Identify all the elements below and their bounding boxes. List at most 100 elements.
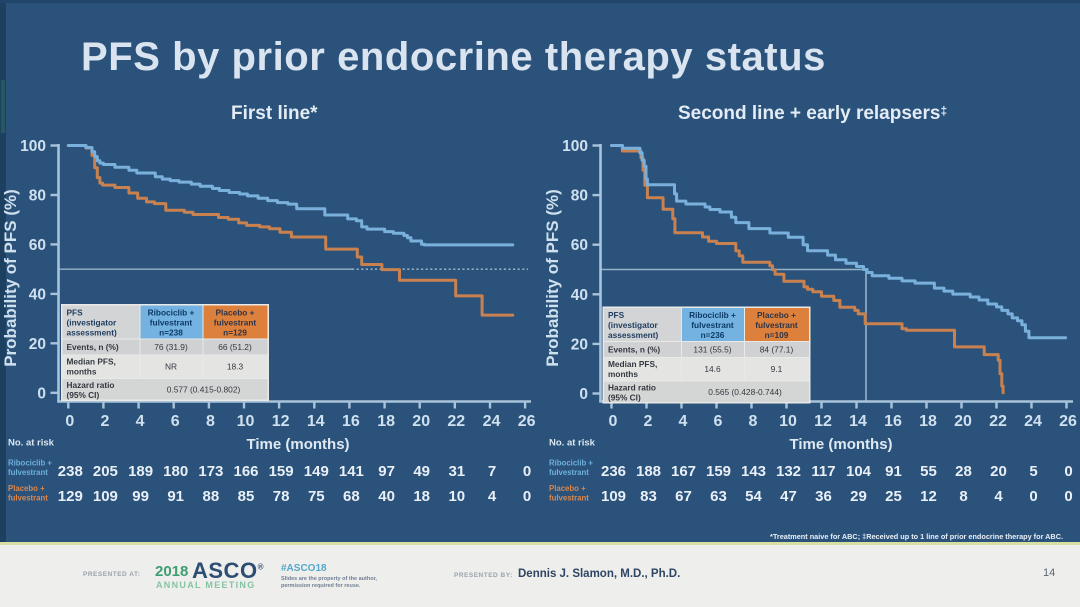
svg-text:0: 0 xyxy=(579,386,588,403)
svg-text:63: 63 xyxy=(710,488,727,505)
svg-text:54: 54 xyxy=(745,488,762,505)
svg-text:5: 5 xyxy=(1029,463,1037,480)
svg-text:0: 0 xyxy=(37,385,46,402)
svg-text:100: 100 xyxy=(20,138,46,155)
svg-text:18.3: 18.3 xyxy=(227,362,244,372)
svg-text:No. at risk: No. at risk xyxy=(549,438,596,449)
svg-text:10: 10 xyxy=(779,413,797,430)
svg-text:fulvestrant: fulvestrant xyxy=(214,318,257,328)
svg-text:fulvestrant: fulvestrant xyxy=(755,320,798,330)
svg-text:88: 88 xyxy=(203,488,220,505)
svg-text:18: 18 xyxy=(413,488,430,505)
svg-text:166: 166 xyxy=(233,463,258,480)
svg-text:0.565 (0.428-0.744): 0.565 (0.428-0.744) xyxy=(708,387,782,397)
svg-text:(95% CI): (95% CI) xyxy=(608,393,641,403)
svg-text:PFS: PFS xyxy=(67,308,84,318)
svg-text:(95% CI): (95% CI) xyxy=(67,390,100,400)
svg-text:47: 47 xyxy=(780,488,797,505)
svg-text:85: 85 xyxy=(238,488,255,505)
svg-text:fulvestrant: fulvestrant xyxy=(691,320,734,330)
svg-text:188: 188 xyxy=(636,463,661,480)
svg-text:91: 91 xyxy=(167,488,184,505)
svg-text:66 (51.2): 66 (51.2) xyxy=(218,342,252,352)
svg-text:28: 28 xyxy=(955,463,972,480)
svg-text:109: 109 xyxy=(93,488,118,505)
svg-text:20: 20 xyxy=(954,413,972,430)
svg-text:117: 117 xyxy=(811,463,835,480)
svg-text:fulvestrant: fulvestrant xyxy=(549,494,589,503)
svg-text:0: 0 xyxy=(1064,463,1072,480)
svg-text:Time (months): Time (months) xyxy=(789,436,892,453)
svg-text:24: 24 xyxy=(1024,413,1042,430)
svg-text:36: 36 xyxy=(815,488,832,505)
svg-text:12: 12 xyxy=(272,413,290,430)
svg-text:0: 0 xyxy=(609,413,618,430)
svg-text:assessment): assessment) xyxy=(67,328,118,338)
svg-text:20: 20 xyxy=(990,463,1007,480)
svg-text:26: 26 xyxy=(518,413,536,430)
svg-text:91: 91 xyxy=(885,463,902,480)
svg-text:months: months xyxy=(67,367,97,377)
svg-text:(investigator: (investigator xyxy=(608,320,659,330)
svg-text:24: 24 xyxy=(483,413,501,430)
svg-text:4: 4 xyxy=(994,488,1003,505)
svg-text:76 (31.9): 76 (31.9) xyxy=(154,342,188,352)
svg-text:Ribociclib +: Ribociclib + xyxy=(148,308,195,318)
svg-text:20: 20 xyxy=(412,413,430,430)
svg-text:167: 167 xyxy=(671,463,696,480)
svg-text:29: 29 xyxy=(850,488,867,505)
svg-text:159: 159 xyxy=(706,463,731,480)
svg-text:Ribociclib +: Ribociclib + xyxy=(8,459,52,468)
svg-text:0.577 (0.415-0.802): 0.577 (0.415-0.802) xyxy=(167,385,241,395)
svg-text:131 (55.5): 131 (55.5) xyxy=(693,345,731,355)
svg-text:9.1: 9.1 xyxy=(771,364,783,374)
svg-text:n=129: n=129 xyxy=(223,328,247,338)
svg-text:104: 104 xyxy=(846,463,872,480)
svg-text:7: 7 xyxy=(488,463,496,480)
svg-text:14.6: 14.6 xyxy=(704,364,721,374)
svg-text:PFS: PFS xyxy=(608,310,625,320)
svg-text:78: 78 xyxy=(273,488,290,505)
svg-text:8: 8 xyxy=(749,413,758,430)
svg-text:20: 20 xyxy=(29,336,46,353)
svg-text:Ribociclib +: Ribociclib + xyxy=(689,310,736,320)
svg-text:4: 4 xyxy=(136,413,145,430)
svg-text:6: 6 xyxy=(714,413,723,430)
svg-text:0: 0 xyxy=(1064,488,1072,505)
svg-text:68: 68 xyxy=(343,488,360,505)
svg-text:60: 60 xyxy=(29,237,46,254)
svg-text:80: 80 xyxy=(571,188,588,205)
svg-text:84 (77.1): 84 (77.1) xyxy=(760,345,794,355)
svg-text:49: 49 xyxy=(413,463,430,480)
svg-text:26: 26 xyxy=(1059,413,1077,430)
svg-text:10: 10 xyxy=(237,413,255,430)
svg-text:16: 16 xyxy=(884,413,902,430)
svg-text:Probability of PFS (%): Probability of PFS (%) xyxy=(543,189,562,367)
svg-text:109: 109 xyxy=(601,488,626,505)
svg-text:99: 99 xyxy=(132,488,149,505)
svg-text:4: 4 xyxy=(488,488,497,505)
svg-text:40: 40 xyxy=(378,488,395,505)
svg-text:8: 8 xyxy=(959,488,967,505)
svg-text:0: 0 xyxy=(65,413,74,430)
svg-text:18: 18 xyxy=(377,413,395,430)
svg-text:31: 31 xyxy=(448,463,465,480)
svg-text:NR: NR xyxy=(165,362,177,372)
svg-text:60: 60 xyxy=(571,237,588,254)
svg-text:236: 236 xyxy=(601,463,626,480)
svg-text:159: 159 xyxy=(269,463,294,480)
svg-text:18: 18 xyxy=(919,413,937,430)
svg-text:Median PFS,: Median PFS, xyxy=(608,359,657,369)
svg-text:n=238: n=238 xyxy=(159,328,183,338)
svg-text:n=236: n=236 xyxy=(701,330,725,340)
svg-text:fulvestrant: fulvestrant xyxy=(150,318,193,328)
svg-text:(investigator: (investigator xyxy=(67,318,118,328)
svg-text:Events, n (%): Events, n (%) xyxy=(67,342,119,352)
svg-text:40: 40 xyxy=(571,287,588,304)
svg-text:83: 83 xyxy=(640,488,657,505)
svg-text:80: 80 xyxy=(29,188,46,205)
svg-text:14: 14 xyxy=(849,413,867,430)
svg-text:189: 189 xyxy=(128,463,153,480)
svg-text:2: 2 xyxy=(100,413,109,430)
svg-text:55: 55 xyxy=(920,463,937,480)
